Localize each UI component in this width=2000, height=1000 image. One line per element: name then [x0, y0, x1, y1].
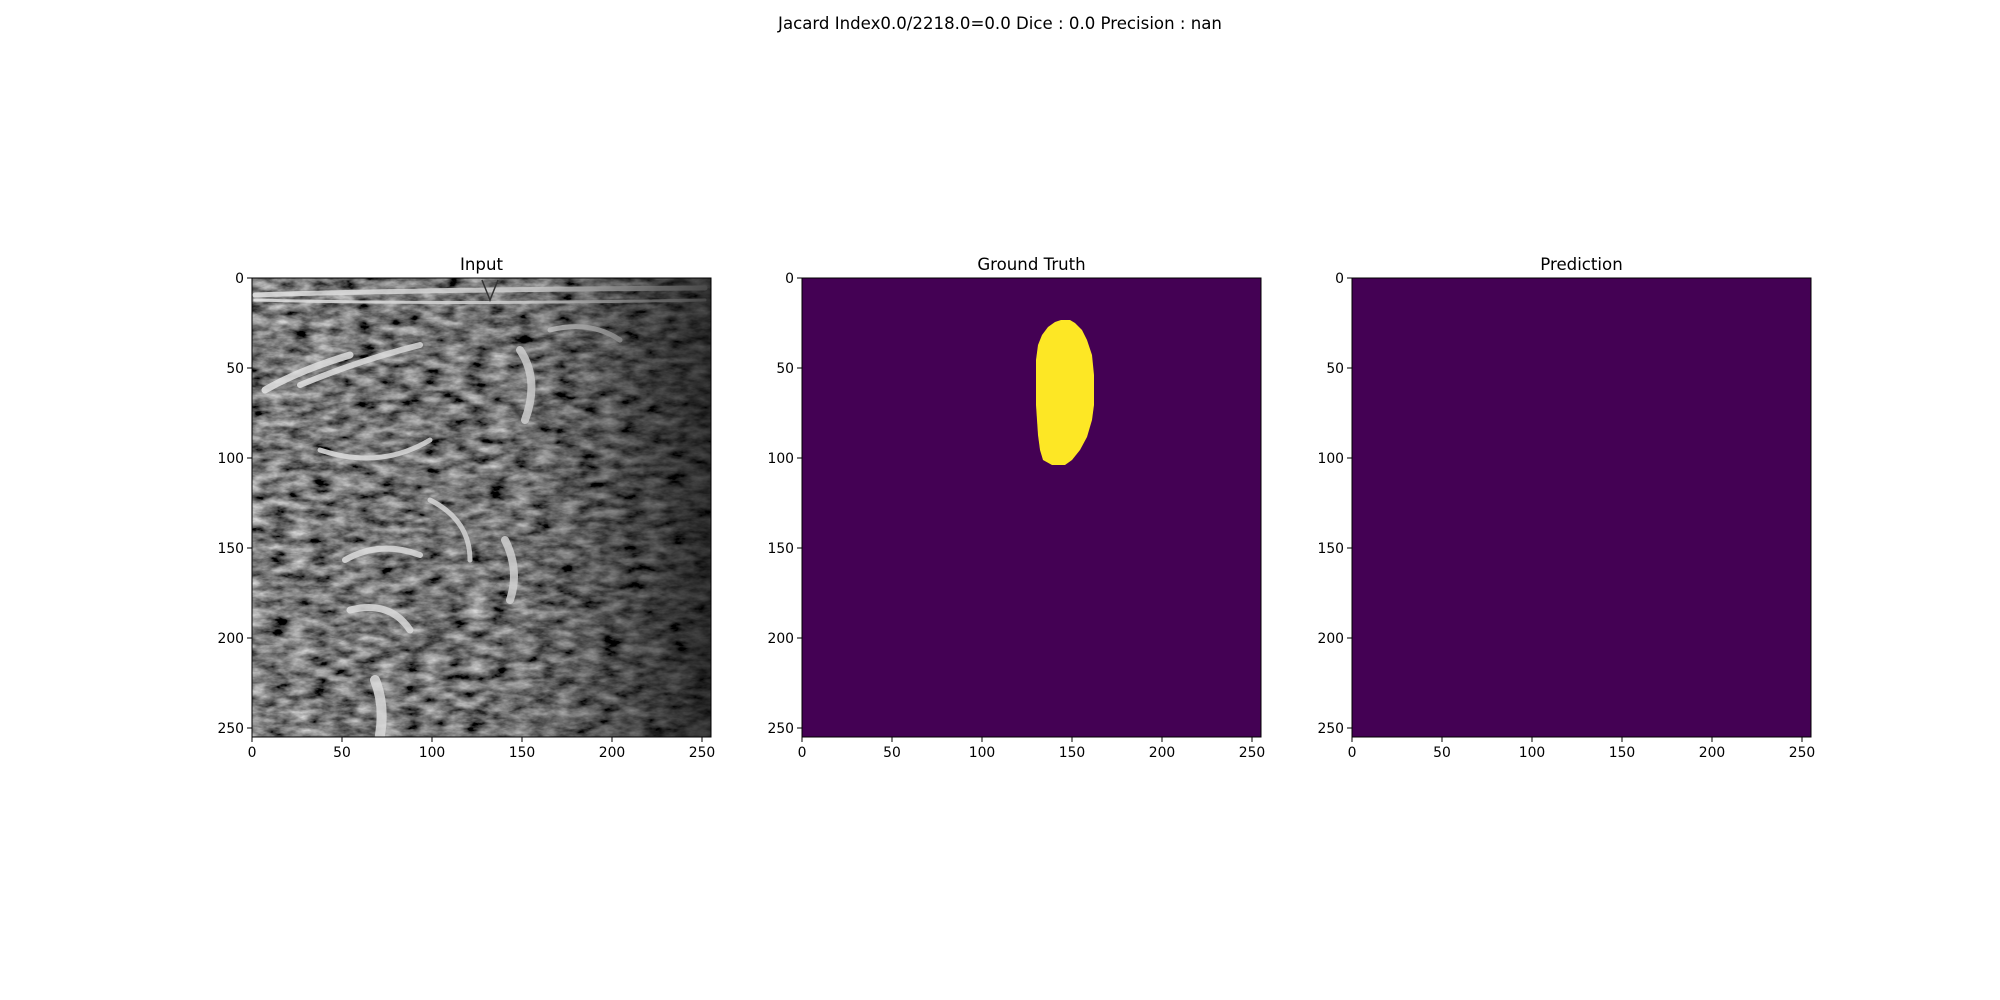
x-tick-label-prediction: 200: [1699, 745, 1726, 761]
x-tick-label-ground-truth: 200: [1149, 745, 1176, 761]
y-tick-label-ground-truth: 100: [767, 451, 794, 467]
x-tick-label-input: 150: [509, 745, 536, 761]
panel-prediction: Prediction 0 50 100 150 200 25005010015020025…: [1317, 255, 1815, 761]
x-tick-label-prediction: 250: [1789, 745, 1816, 761]
x-tick-label-input: 50: [333, 745, 351, 761]
y-tick-label-ground-truth: 200: [767, 631, 794, 647]
y-tick-label-input: 200: [217, 631, 244, 647]
x-tick-label-prediction: 150: [1609, 745, 1636, 761]
x-tick-label-ground-truth: 100: [969, 745, 996, 761]
y-tick-label-prediction: 150: [1317, 541, 1344, 557]
y-tick-label-input: 50: [226, 361, 244, 377]
x-tick-label-ground-truth: 250: [1239, 745, 1266, 761]
y-tick-label-input: 0: [235, 271, 244, 287]
y-tick-label-ground-truth: 250: [767, 721, 794, 737]
y-tick-label-prediction: 200: [1317, 631, 1344, 647]
panel-title-ground-truth: Ground Truth: [977, 255, 1085, 274]
y-tick-label-input: 250: [217, 721, 244, 737]
x-tick-label-prediction: 50: [1433, 745, 1451, 761]
x-tick-label-prediction: 0: [1348, 745, 1357, 761]
x-tick-label-input: 200: [599, 745, 626, 761]
y-tick-label-input: 100: [217, 451, 244, 467]
x-tick-label-ground-truth: 0: [798, 745, 807, 761]
y-tick-label-prediction: 0: [1335, 271, 1344, 287]
x-tick-label-prediction: 100: [1519, 745, 1546, 761]
y-tick-label-ground-truth: 0: [785, 271, 794, 287]
figure-suptitle: Jacard Index0.0/2218.0=0.0 Dice : 0.0 Pr…: [778, 14, 1222, 33]
x-tick-label-ground-truth: 50: [883, 745, 901, 761]
panel-title-input: Input: [460, 255, 503, 274]
x-tick-label-input: 0: [248, 745, 257, 761]
y-tick-label-input: 150: [217, 541, 244, 557]
y-tick-label-prediction: 250: [1317, 721, 1344, 737]
y-tick-label-prediction: 50: [1326, 361, 1344, 377]
x-tick-label-input: 100: [419, 745, 446, 761]
panel-title-prediction: Prediction: [1540, 255, 1622, 274]
ground-truth-mask: [1036, 320, 1094, 465]
y-tick-label-prediction: 100: [1317, 451, 1344, 467]
x-tick-label-ground-truth: 150: [1059, 745, 1086, 761]
y-tick-label-ground-truth: 50: [776, 361, 794, 377]
x-tick-label-input: 250: [689, 745, 716, 761]
panel-ground-truth: Ground Truth 0 50 100 150 200 250050100150200…: [767, 255, 1265, 761]
ultrasound-image: [252, 278, 711, 737]
y-tick-label-ground-truth: 150: [767, 541, 794, 557]
